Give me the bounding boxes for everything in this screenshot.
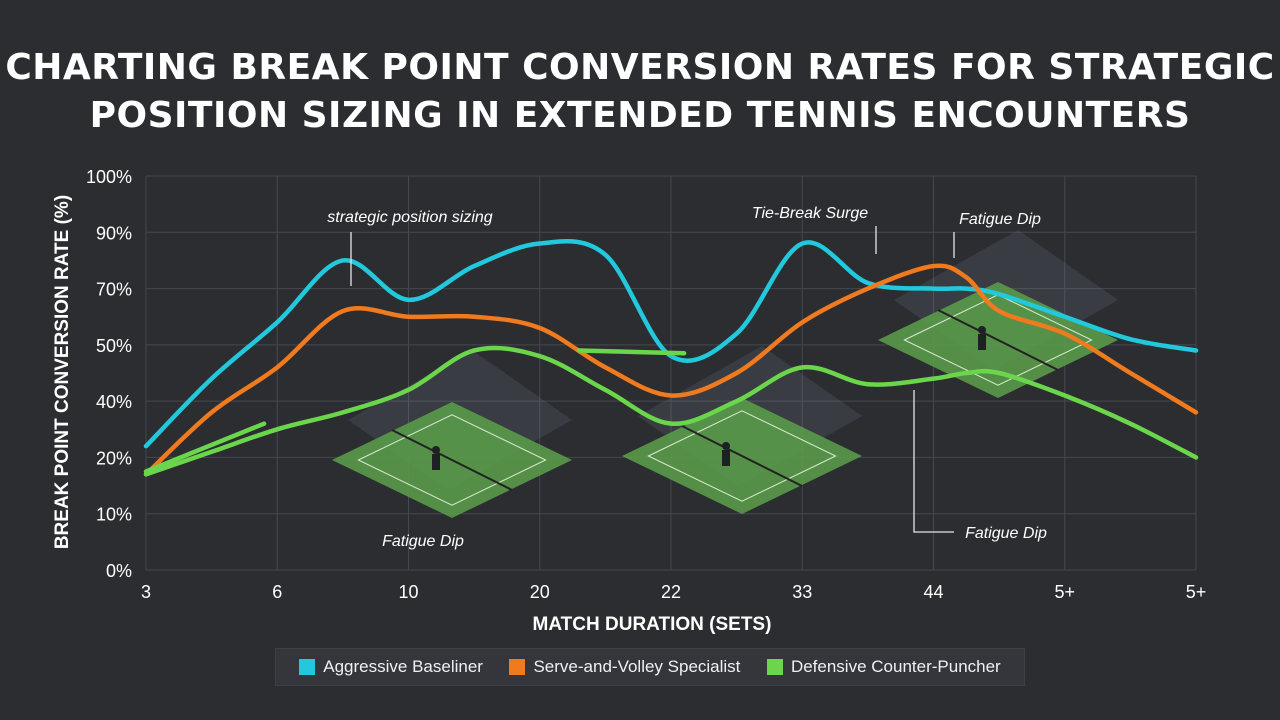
series-line-fragment	[576, 348, 687, 356]
annotation-fatigue-dip-right: Fatigue Dip	[965, 525, 1047, 542]
legend-item-aggressive-baseliner: Aggressive Baseliner	[299, 657, 483, 677]
legend-swatch	[509, 659, 526, 675]
series-fragments	[143, 348, 687, 474]
player-head	[432, 446, 440, 454]
chart-title: CHARTING BREAK POINT CONVERSION RATES FO…	[0, 44, 1280, 140]
series-line-aggressive-baseliner	[143, 239, 1199, 449]
y-tick-label: 40%	[96, 392, 132, 412]
player-body	[432, 454, 440, 470]
annotation-leaders	[350, 226, 955, 533]
player-body	[722, 450, 730, 466]
y-tick-label: 50%	[96, 336, 132, 356]
grid-lines	[145, 175, 1197, 571]
chart-title-line-2: POSITION SIZING IN EXTENDED TENNIS ENCOU…	[89, 95, 1191, 136]
tennis-court-player-illustration	[332, 350, 572, 518]
annotation-fatigue-dip-top: Fatigue Dip	[959, 211, 1041, 228]
legend-item-defensive-counter-puncher: Defensive Counter-Puncher	[766, 657, 1001, 677]
chart-legend: Aggressive Baseliner Serve-and-Volley Sp…	[275, 648, 1025, 686]
y-tick-label: 20%	[96, 448, 132, 468]
player-head	[722, 442, 730, 450]
court-net	[937, 309, 1059, 371]
tennis-court-player-illustration	[622, 346, 862, 514]
x-tick-label: 10	[398, 582, 418, 602]
legend-label: Serve-and-Volley Specialist	[533, 657, 741, 676]
annotation-fatigue-dip-left: Fatigue Dip	[382, 533, 464, 550]
legend-label: Aggressive Baseliner	[323, 657, 483, 676]
legend-label: Defensive Counter-Puncher	[790, 657, 1001, 676]
tennis-court-player-illustration	[878, 230, 1118, 398]
y-tick-label: 100%	[86, 167, 132, 187]
series-line-serve-and-volley-specialist	[143, 263, 1199, 477]
x-tick-label: 3	[141, 582, 151, 602]
annotation-tie-break-surge: Tie-Break Surge	[752, 205, 868, 222]
court-illustrations	[332, 230, 1118, 518]
annotation-leader-line	[913, 390, 954, 533]
x-tick-label: 6	[272, 582, 282, 602]
legend-item-serve-and-volley-specialist: Serve-and-Volley Specialist	[509, 657, 740, 677]
court-lines	[903, 294, 1093, 386]
player-body	[978, 334, 986, 350]
x-tick-label: 22	[661, 582, 681, 602]
x-tick-label: 5+	[1054, 582, 1075, 602]
chart-title-line-1: CHARTING BREAK POINT CONVERSION RATES FO…	[5, 47, 1275, 88]
legend-swatch	[299, 659, 316, 675]
series-line-fragment	[143, 421, 267, 474]
court-net	[391, 429, 513, 491]
y-tick-labels: 0% 10% 20% 40% 50% 70% 90% 100%	[86, 167, 132, 581]
axes: 0% 10% 20% 40% 50% 70% 90% 100% 3 6 10 20 22 33 44 5+ 5…	[52, 167, 1206, 635]
x-tick-label: 5+	[1186, 582, 1207, 602]
legend-swatch	[766, 659, 783, 675]
y-axis-label: BREAK POINT CONVERSION RATE (%)	[52, 195, 73, 549]
court-net	[681, 425, 803, 487]
player-head	[978, 326, 986, 334]
y-tick-label: 0%	[106, 561, 132, 581]
y-tick-label: 70%	[96, 280, 132, 300]
x-tick-label: 20	[530, 582, 550, 602]
y-tick-label: 10%	[96, 505, 132, 525]
x-tick-labels: 3 6 10 20 22 33 44 5+ 5+	[141, 582, 1206, 602]
data-series	[143, 239, 1199, 477]
x-tick-label: 33	[792, 582, 812, 602]
court-lines	[647, 410, 837, 502]
y-tick-label: 90%	[96, 223, 132, 243]
annotations: strategic position sizing Tie-Break Surg…	[327, 205, 1047, 550]
annotation-strategic-position-sizing: strategic position sizing	[327, 209, 493, 226]
series-line-defensive-counter-puncher	[143, 345, 1199, 477]
x-axis-label: MATCH DURATION (SETS)	[533, 614, 772, 635]
court-lines	[357, 414, 547, 506]
x-tick-label: 44	[923, 582, 943, 602]
